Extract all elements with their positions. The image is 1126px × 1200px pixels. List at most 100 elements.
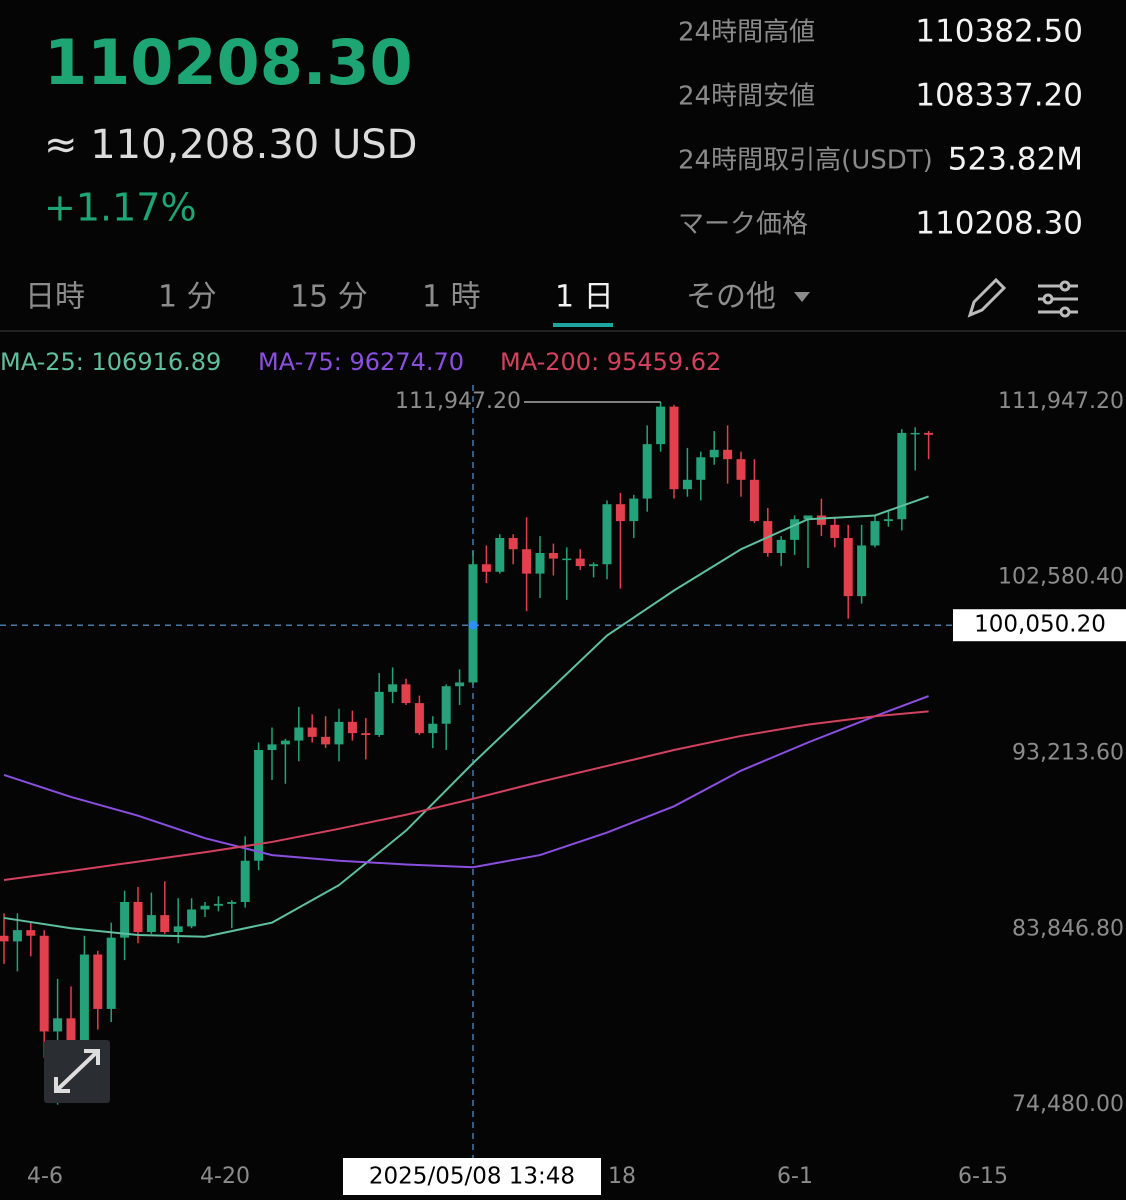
ma-label: MA-75: 96274.70 xyxy=(258,348,464,376)
candle-body xyxy=(414,703,424,734)
x-tick-label: 4-20 xyxy=(200,1164,250,1189)
change: +1.17% xyxy=(44,186,197,230)
candle-body xyxy=(575,558,585,567)
candle-body xyxy=(803,515,813,520)
usd-price: ≈ 110,208.30 USD xyxy=(44,122,417,168)
tab[interactable]: 1 時 xyxy=(422,280,481,315)
stat-label: 24時間取引高(USDT) xyxy=(678,146,933,176)
tab[interactable]: 日時 xyxy=(25,280,85,315)
candle-body xyxy=(227,901,237,904)
candle-body xyxy=(816,515,826,525)
candle-body xyxy=(307,727,317,737)
candle-body xyxy=(79,954,89,1071)
x-tick-label: 4-6 xyxy=(27,1164,63,1189)
candle-body xyxy=(669,406,679,490)
tab-underline xyxy=(553,323,613,327)
tab[interactable]: その他 xyxy=(686,280,776,315)
last-price: 110208.30 xyxy=(44,26,413,99)
stat-value: 523.82M xyxy=(948,142,1083,178)
candle-body xyxy=(615,504,625,522)
x-tick-label: 18 xyxy=(608,1164,636,1189)
tab[interactable]: 15 分 xyxy=(290,280,368,315)
candle-body xyxy=(924,432,934,435)
tab[interactable]: 1 分 xyxy=(158,280,217,315)
candle-body xyxy=(709,449,719,458)
candle-body xyxy=(843,537,853,597)
candle-body xyxy=(656,406,666,445)
candle-body xyxy=(910,432,920,435)
candle-body xyxy=(428,723,438,734)
candle-body xyxy=(495,537,505,572)
stat-value: 108337.20 xyxy=(915,78,1083,114)
candle-body xyxy=(254,750,264,861)
candle-body xyxy=(830,524,840,538)
stat-label: マーク価格 xyxy=(678,210,808,240)
candle-body xyxy=(106,937,116,1009)
candle-body xyxy=(12,930,22,942)
candle-body xyxy=(857,545,867,597)
candle-body xyxy=(374,691,384,735)
candle-body xyxy=(441,686,451,724)
y-tick-label: 83,846.80 xyxy=(1012,916,1124,941)
candle-body xyxy=(455,682,465,687)
candle-body xyxy=(26,930,36,936)
stat-value: 110208.30 xyxy=(915,206,1083,242)
candle-body xyxy=(629,498,639,522)
candle-body xyxy=(388,684,398,692)
candle-body xyxy=(776,539,786,553)
candle-body xyxy=(294,727,304,741)
candle-body xyxy=(361,733,371,735)
crosshair-dot xyxy=(468,620,478,630)
price-tag xyxy=(953,609,1126,642)
candle-body xyxy=(749,479,759,522)
candle-body xyxy=(602,504,612,565)
candle-body xyxy=(589,564,599,567)
time-tag-label: 2025/05/08 13:48 xyxy=(369,1164,575,1190)
y-tick-label: 93,213.60 xyxy=(1012,741,1124,766)
candle-body xyxy=(200,905,210,910)
y-tick-label: 111,947.20 xyxy=(998,389,1124,414)
price-tag-label: 100,050.20 xyxy=(974,612,1106,638)
plot: 111,947.20 102,580.40 93,213.60 83,846.80 74… xyxy=(0,385,1126,1195)
candle-body xyxy=(173,926,183,933)
candle-body xyxy=(267,744,277,751)
pencil-icon[interactable] xyxy=(967,277,1007,318)
candle-body xyxy=(642,444,652,499)
candle-body xyxy=(883,519,893,522)
time-tag xyxy=(343,1158,601,1195)
candle-body xyxy=(280,740,290,745)
ma-line xyxy=(3,495,929,938)
stat-label: 24時間安値 xyxy=(678,82,815,112)
candle-body xyxy=(347,721,357,734)
candle-body xyxy=(213,903,223,906)
candle-body xyxy=(160,915,170,933)
ma-line xyxy=(3,695,929,869)
expand-icon[interactable] xyxy=(54,1049,100,1093)
candle-body xyxy=(736,459,746,480)
candle-body xyxy=(548,552,558,559)
candle-body xyxy=(187,909,197,927)
dropdown-arrow[interactable] xyxy=(794,292,810,302)
candle-body xyxy=(723,449,733,460)
y-tick-label: 74,480.00 xyxy=(1012,1092,1124,1117)
candle-body xyxy=(522,549,532,574)
y-tick-label: 102,580.40 xyxy=(998,565,1124,590)
candle-body xyxy=(0,935,9,942)
ma-label: MA-25: 106916.89 xyxy=(0,348,221,376)
candle-body xyxy=(562,558,572,561)
max-label: 111,947.20 xyxy=(395,389,521,414)
candle-body xyxy=(133,901,143,933)
candle-body xyxy=(401,684,411,704)
candle-body xyxy=(146,915,156,933)
candle-body xyxy=(897,432,907,520)
candle-body xyxy=(240,860,250,902)
candle-body xyxy=(696,457,706,480)
candle-body xyxy=(535,552,545,574)
candle-body xyxy=(481,564,491,572)
ma-label: MA-200: 95459.62 xyxy=(500,348,721,376)
candle-body xyxy=(682,479,692,490)
tab-active[interactable]: 1 日 xyxy=(555,280,614,315)
candle-body xyxy=(93,954,103,1009)
settings-icon[interactable] xyxy=(1038,280,1078,318)
